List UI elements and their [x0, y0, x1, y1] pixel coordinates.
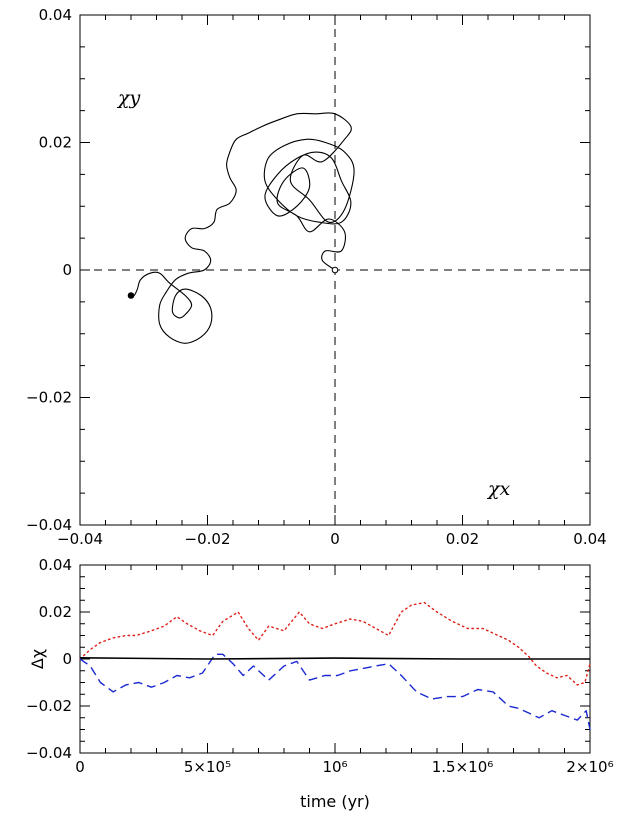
delta-chi-line-dashed [79, 653, 591, 730]
trajectory-x-tick-label: 0.04 [573, 530, 606, 548]
trajectory-x-tick-label: 0.02 [446, 530, 479, 548]
delta-chi-x-tick-label: 10⁶ [322, 758, 347, 776]
delta-chi-line-solid [79, 657, 590, 660]
trajectory-series [130, 112, 355, 344]
y-axis-symbol: χy [116, 87, 141, 109]
delta-chi-y-tick-label: 0.02 [39, 603, 72, 621]
trajectory-plot-tick-labels: −0.04 −0.02 0 0.02 0.04 −0.04 −0.02 0 0.02 0.04 [26, 6, 607, 548]
delta-chi-line-dotted [79, 601, 591, 686]
delta-chi-series [79, 601, 591, 730]
trajectory-start-marker [331, 266, 339, 274]
delta-chi-y-tick-label: −0.02 [26, 697, 72, 715]
trajectory-plot-ticks [79, 14, 591, 526]
trajectory-x-tick-label: 0 [330, 530, 340, 548]
trajectory-y-tick-label: 0.02 [39, 134, 72, 152]
delta-chi-y-tick-label: −0.04 [26, 744, 72, 762]
delta-chi-x-tick-label: 1.5×10⁶ [432, 758, 494, 776]
delta-chi-y-tick-label: 0 [62, 650, 72, 668]
delta-chi-ylabel: Δχ [28, 649, 47, 669]
trajectory-y-tick-label: 0.04 [39, 6, 72, 24]
delta-chi-x-tick-label: 0 [75, 758, 85, 776]
trajectory-y-tick-label: −0.02 [26, 389, 72, 407]
trajectory-y-tick-label: −0.04 [26, 516, 72, 534]
x-axis-symbol: χx [486, 478, 511, 500]
trajectory-x-tick-label: −0.04 [57, 530, 103, 548]
delta-chi-xlabel: time (yr) [300, 792, 370, 811]
delta-chi-x-tick-label: 5×10⁵ [184, 758, 231, 776]
trajectory-end-marker [127, 292, 135, 299]
trajectory-markers [127, 266, 339, 299]
delta-chi-x-tick-label: 2×10⁶ [566, 758, 613, 776]
trajectory-y-tick-label: 0 [62, 261, 72, 279]
delta-chi-plot-ticks [79, 564, 591, 754]
delta-chi-plot-tick-labels: 0 5×10⁵ 10⁶ 1.5×10⁶ 2×10⁶ −0.04 −0.02 0 0.02 0.04 [26, 556, 614, 776]
trajectory-x-tick-label: −0.02 [185, 530, 231, 548]
trajectory-line [130, 112, 355, 344]
delta-chi-y-tick-label: 0.04 [39, 556, 72, 574]
delta-chi-plot: 0 5×10⁵ 10⁶ 1.5×10⁶ 2×10⁶ −0.04 −0.02 0 0.02 0.04… [26, 556, 614, 811]
trajectory-plot: −0.04 −0.02 0 0.02 0.04 −0.04 −0.02 0 0.02 0.04 χ… [26, 6, 607, 548]
